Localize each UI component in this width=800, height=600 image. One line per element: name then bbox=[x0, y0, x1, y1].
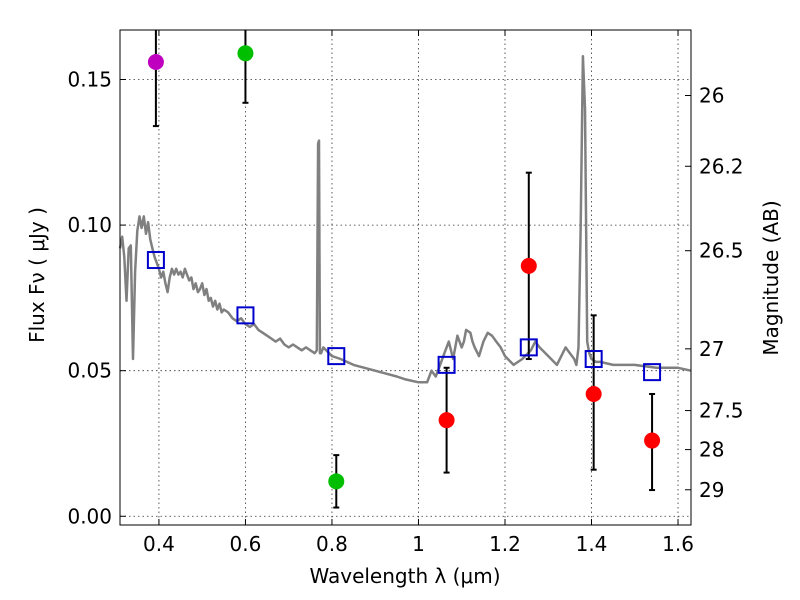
model-photometry-square bbox=[643, 363, 662, 382]
y2-tick-label: 27 bbox=[699, 337, 724, 361]
x-tick-label: 0.4 bbox=[143, 532, 175, 556]
axis-ticks: 0.4 0.6 0.8 1 1.2 1.4 1.6 0.00 0.05 0.10 0.15 26 26.… bbox=[67, 30, 744, 556]
model-photometry-square bbox=[236, 306, 255, 325]
x-tick-label: 1.4 bbox=[576, 532, 608, 556]
y2-tick-label: 26.2 bbox=[699, 154, 744, 178]
observed-photometry-point bbox=[328, 473, 345, 490]
y-tick-label: 0.00 bbox=[67, 504, 112, 528]
model-photometry-square bbox=[437, 355, 456, 374]
y-tick-label: 0.15 bbox=[67, 68, 112, 92]
x-tick-label: 1.2 bbox=[489, 532, 521, 556]
y2-axis-label: Magnitude (AB) bbox=[759, 200, 783, 355]
model-photometry-square bbox=[519, 338, 538, 357]
x-tick-label: 0.8 bbox=[316, 532, 348, 556]
model-photometry-square bbox=[584, 350, 603, 369]
observed-photometry-point bbox=[585, 385, 602, 402]
model-photometry-square bbox=[146, 251, 165, 270]
y2-tick-label: 28 bbox=[699, 438, 724, 462]
observed-photometry-point bbox=[644, 432, 661, 449]
model-sed-line bbox=[118, 54, 692, 384]
x-tick-label: 1 bbox=[412, 532, 425, 556]
observed-photometry-point bbox=[520, 257, 537, 274]
y-tick-label: 0.10 bbox=[67, 213, 112, 237]
y-axis-label: Flux Fν ( μJy ) bbox=[25, 207, 49, 343]
observed-photometry-point bbox=[147, 54, 164, 71]
y2-tick-label: 29 bbox=[699, 478, 724, 502]
y2-tick-label: 26 bbox=[699, 84, 724, 108]
plot-frame bbox=[119, 29, 692, 526]
observed-photometry-point bbox=[438, 412, 455, 429]
x-axis-label: Wavelength λ (μm) bbox=[309, 564, 500, 588]
y-tick-label: 0.05 bbox=[67, 359, 112, 383]
observed-photometry-point bbox=[237, 45, 254, 62]
x-tick-label: 0.6 bbox=[230, 532, 262, 556]
y2-tick-label: 27.5 bbox=[699, 399, 744, 423]
grid-lines bbox=[120, 30, 691, 525]
model-sed-layer bbox=[118, 54, 692, 384]
model-photometry-square bbox=[327, 347, 346, 366]
markers-layer bbox=[146, 45, 662, 490]
y2-tick-label: 26.5 bbox=[699, 239, 744, 263]
x-tick-label: 1.6 bbox=[662, 532, 694, 556]
